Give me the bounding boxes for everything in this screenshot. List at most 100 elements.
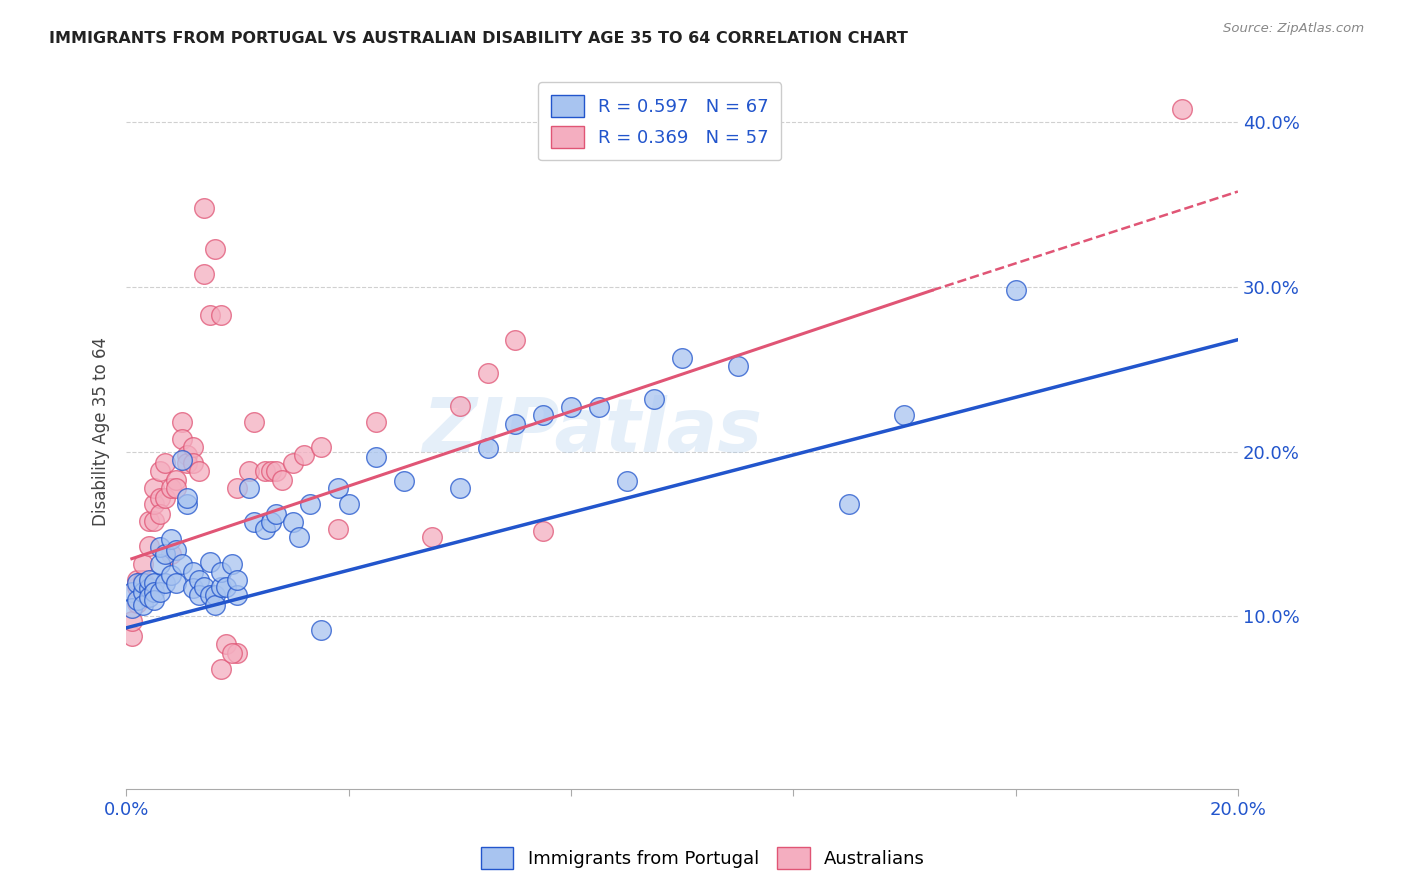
Point xyxy=(671,351,693,365)
Point xyxy=(149,465,172,479)
Point xyxy=(309,623,332,637)
Point xyxy=(127,596,149,610)
Point xyxy=(298,497,321,511)
Point xyxy=(165,576,187,591)
Point xyxy=(209,580,232,594)
Point xyxy=(204,598,226,612)
Point xyxy=(243,415,266,429)
Point xyxy=(138,514,160,528)
Point xyxy=(209,662,232,676)
Point xyxy=(226,573,249,587)
Point xyxy=(149,557,172,571)
Point xyxy=(132,598,155,612)
Point xyxy=(165,543,187,558)
Point xyxy=(155,547,177,561)
Legend: R = 0.597   N = 67, R = 0.369   N = 57: R = 0.597 N = 67, R = 0.369 N = 57 xyxy=(538,82,782,161)
Point xyxy=(159,532,181,546)
Point xyxy=(838,497,860,511)
Text: Source: ZipAtlas.com: Source: ZipAtlas.com xyxy=(1223,22,1364,36)
Point xyxy=(176,456,198,470)
Point xyxy=(893,409,915,423)
Point xyxy=(204,588,226,602)
Point xyxy=(170,453,193,467)
Point xyxy=(309,440,332,454)
Point xyxy=(187,573,209,587)
Point xyxy=(143,514,166,528)
Point xyxy=(326,522,349,536)
Point xyxy=(560,401,582,415)
Point xyxy=(449,399,471,413)
Point xyxy=(181,440,204,454)
Point xyxy=(292,448,315,462)
Point xyxy=(181,456,204,470)
Point xyxy=(132,557,155,571)
Point xyxy=(159,481,181,495)
Point xyxy=(326,481,349,495)
Point xyxy=(165,481,187,495)
Point xyxy=(643,392,665,406)
Point xyxy=(159,547,181,561)
Point xyxy=(132,580,155,594)
Point xyxy=(187,465,209,479)
Point xyxy=(155,576,177,591)
Point xyxy=(366,450,388,464)
Point xyxy=(143,592,166,607)
Point xyxy=(420,530,443,544)
Point xyxy=(132,584,155,599)
Point xyxy=(143,481,166,495)
Point xyxy=(193,267,215,281)
Point xyxy=(221,646,243,660)
Point xyxy=(149,540,172,554)
Point xyxy=(143,576,166,591)
Point xyxy=(209,565,232,579)
Point xyxy=(176,448,198,462)
Point xyxy=(254,465,277,479)
Point xyxy=(155,456,177,470)
Point xyxy=(138,582,160,596)
Point xyxy=(181,565,204,579)
Point xyxy=(143,497,166,511)
Point xyxy=(138,590,160,604)
Point xyxy=(281,516,304,530)
Point xyxy=(271,473,294,487)
Point xyxy=(165,473,187,487)
Point xyxy=(209,308,232,322)
Point xyxy=(505,333,527,347)
Point xyxy=(121,629,143,643)
Point xyxy=(477,366,499,380)
Point xyxy=(215,580,238,594)
Point xyxy=(132,573,155,587)
Point xyxy=(176,491,198,505)
Point xyxy=(531,409,554,423)
Point xyxy=(170,415,193,429)
Point xyxy=(588,401,610,415)
Point xyxy=(260,516,283,530)
Point xyxy=(127,576,149,591)
Point xyxy=(260,465,283,479)
Point xyxy=(281,456,304,470)
Legend: Immigrants from Portugal, Australians: Immigrants from Portugal, Australians xyxy=(474,839,932,876)
Point xyxy=(149,491,172,505)
Point xyxy=(477,442,499,456)
Point xyxy=(505,417,527,431)
Point xyxy=(226,646,249,660)
Point xyxy=(149,508,172,522)
Point xyxy=(287,530,309,544)
Point xyxy=(198,308,221,322)
Text: ZIPatlas: ZIPatlas xyxy=(423,394,763,467)
Point xyxy=(121,601,143,615)
Point xyxy=(337,497,360,511)
Point xyxy=(149,584,172,599)
Point xyxy=(138,539,160,553)
Point xyxy=(238,481,260,495)
Point xyxy=(392,475,415,489)
Point xyxy=(266,465,288,479)
Point xyxy=(531,524,554,538)
Point xyxy=(187,588,209,602)
Point xyxy=(143,584,166,599)
Point xyxy=(193,201,215,215)
Point xyxy=(176,497,198,511)
Point xyxy=(127,573,149,587)
Point xyxy=(243,516,266,530)
Point xyxy=(449,481,471,495)
